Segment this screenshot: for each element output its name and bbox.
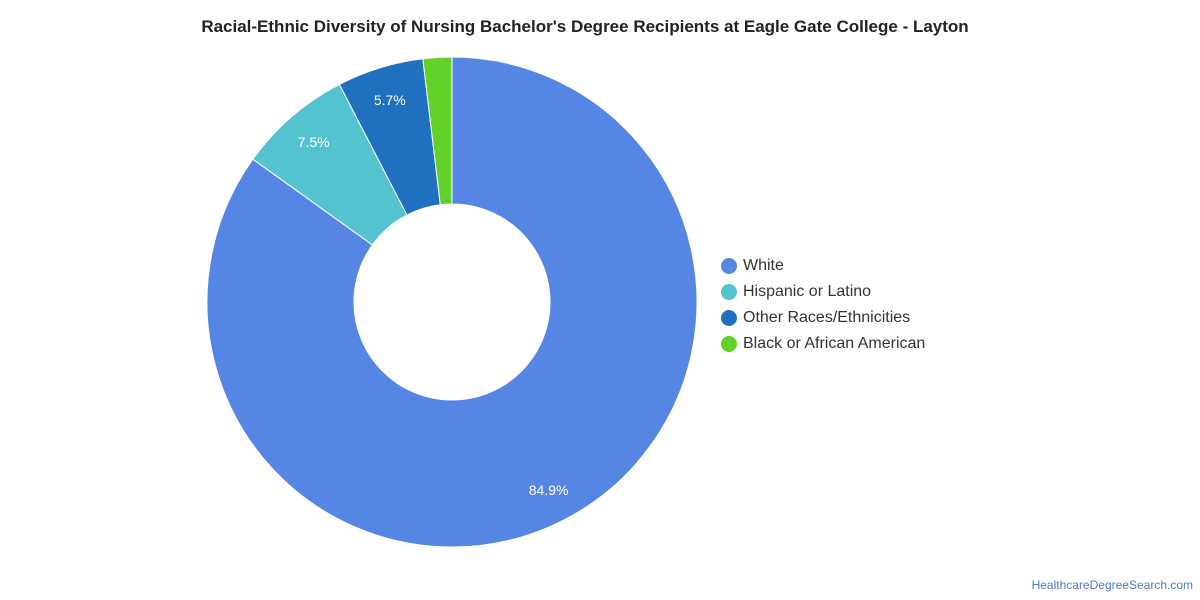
legend-marker-icon xyxy=(721,310,737,326)
legend-item-hispanic-or-latino[interactable]: Hispanic or Latino xyxy=(721,279,925,305)
legend-item-white[interactable]: White xyxy=(721,253,925,279)
data-label-other-races-ethnicities: 5.7% xyxy=(374,92,406,108)
watermark-link[interactable]: HealthcareDegreeSearch.com xyxy=(1031,578,1193,592)
legend-label: Hispanic or Latino xyxy=(743,283,872,300)
legend-item-other-races-ethnicities[interactable]: Other Races/Ethnicities xyxy=(721,305,925,331)
legend-marker-icon xyxy=(721,258,737,274)
chart-legend: White Hispanic or Latino Other Races/Ethni… xyxy=(721,253,925,357)
legend-item-black-or-african-american[interactable]: Black or African American xyxy=(721,331,925,357)
slice-black-or-african-american[interactable] xyxy=(422,56,453,206)
legend-label: Black or African American xyxy=(743,335,926,352)
legend-marker-icon xyxy=(721,284,737,300)
slice-white[interactable] xyxy=(206,56,698,548)
data-label-white: 84.9% xyxy=(529,482,569,498)
data-label-hispanic-or-latino: 7.5% xyxy=(298,134,330,150)
legend-marker-icon xyxy=(721,336,737,352)
legend-label: White xyxy=(743,257,784,274)
chart-title: Racial-Ethnic Diversity of Nursing Bache… xyxy=(201,17,969,36)
legend-label: Other Races/Ethnicities xyxy=(743,309,911,326)
